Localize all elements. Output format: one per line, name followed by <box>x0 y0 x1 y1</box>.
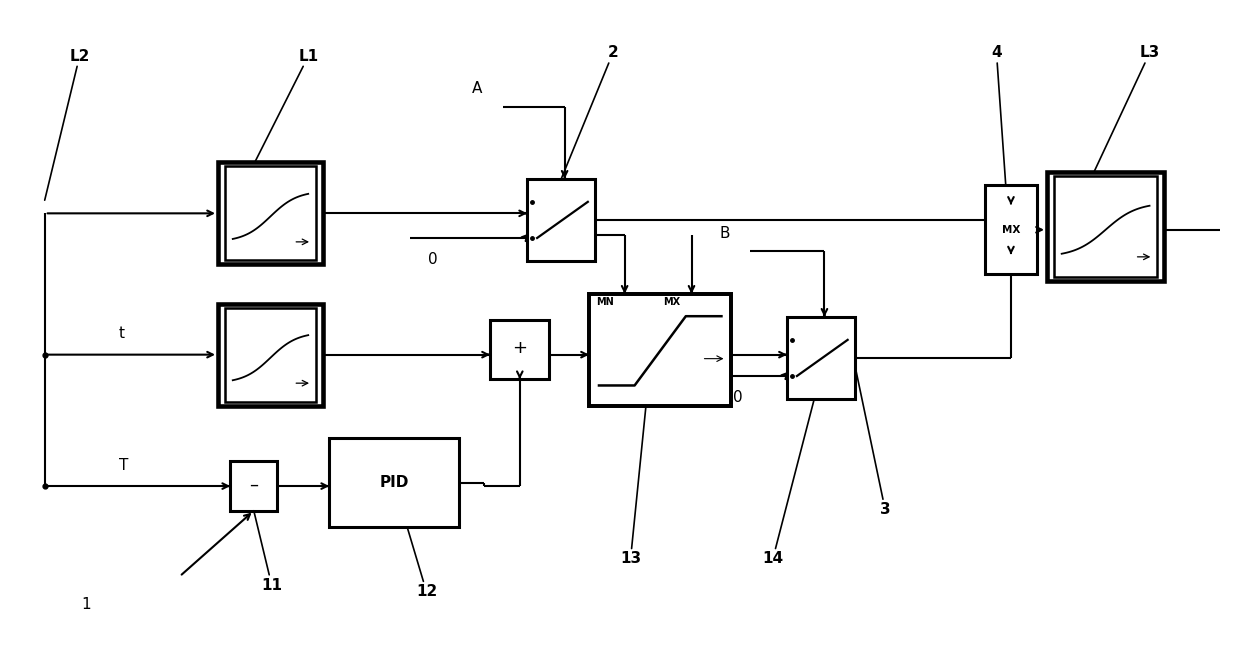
Text: 4: 4 <box>991 46 1006 185</box>
Bar <box>1054 176 1157 277</box>
Text: 14: 14 <box>763 399 815 566</box>
Text: L1: L1 <box>254 49 319 162</box>
Text: L3: L3 <box>1094 46 1159 172</box>
Bar <box>1047 172 1164 280</box>
Bar <box>218 162 324 264</box>
Bar <box>787 317 856 399</box>
Text: –: – <box>249 476 258 494</box>
Bar <box>490 320 549 379</box>
Text: 2: 2 <box>562 46 619 179</box>
Bar <box>226 166 316 260</box>
Text: B: B <box>719 226 730 241</box>
Text: MX: MX <box>663 297 681 307</box>
Text: MX: MX <box>1002 225 1021 235</box>
Text: A: A <box>472 81 482 96</box>
Text: 12: 12 <box>407 527 438 599</box>
Bar <box>330 438 459 527</box>
Text: PID: PID <box>379 475 409 490</box>
Text: 0: 0 <box>428 252 438 267</box>
Text: L2: L2 <box>45 49 89 200</box>
Text: t: t <box>119 326 125 341</box>
Bar <box>527 179 595 261</box>
Text: 1: 1 <box>82 597 92 612</box>
Bar <box>218 304 324 406</box>
Bar <box>226 308 316 402</box>
Bar <box>231 461 278 511</box>
Bar <box>985 185 1037 274</box>
Text: 13: 13 <box>620 406 646 566</box>
Text: MN: MN <box>596 297 614 307</box>
Text: 0: 0 <box>733 390 743 405</box>
Text: T: T <box>119 457 128 473</box>
Bar <box>589 294 732 406</box>
Text: +: + <box>512 339 527 358</box>
Text: 3: 3 <box>856 366 890 517</box>
Text: 11: 11 <box>254 511 283 593</box>
